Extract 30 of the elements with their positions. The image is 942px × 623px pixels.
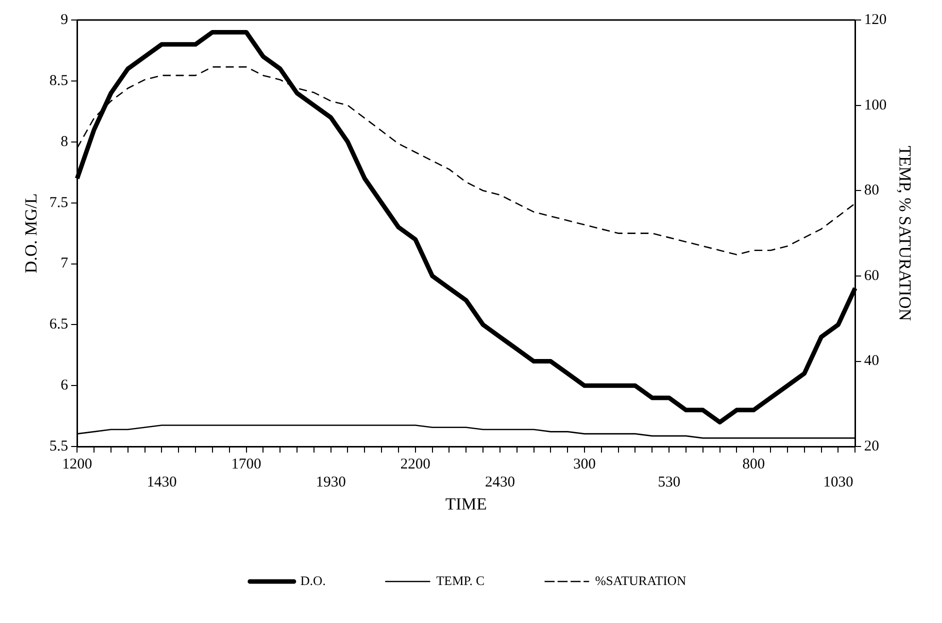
y2-axis-title: TEMP, % SATURATION [895, 146, 914, 321]
y-tick-label: 7 [60, 256, 69, 272]
x-tick-label: 530 [658, 474, 680, 491]
y-tick-label: 5.5 [49, 438, 68, 455]
y-tick-label: 9 [60, 12, 68, 28]
y2-tick-label: 120 [864, 12, 887, 28]
x-tick-label: 300 [573, 456, 596, 473]
x-tick-label: 1200 [62, 456, 92, 473]
x-tick-label: 1700 [231, 456, 262, 473]
x-axis-title: TIME [445, 494, 487, 514]
legend-label: D.O. [300, 572, 326, 588]
x-tick-label: 1430 [146, 474, 177, 491]
y-tick-label: 8.5 [49, 72, 68, 89]
y2-tick-label: 20 [864, 438, 880, 455]
y2-tick-label: 80 [864, 182, 880, 199]
x-tick-label: 2430 [484, 474, 515, 491]
y-tick-label: 6 [60, 378, 69, 394]
x-tick-label: 1030 [823, 474, 854, 491]
y2-tick-label: 60 [864, 268, 880, 284]
y2-tick-label: 40 [864, 353, 880, 370]
x-tick-label: 800 [742, 456, 765, 473]
legend-label: TEMP. C [436, 572, 485, 588]
y-tick-label: 6.5 [49, 316, 68, 333]
x-tick-label: 2200 [400, 456, 430, 473]
y-tick-label: 8 [60, 134, 68, 150]
legend-label: %SATURATION [595, 572, 687, 588]
x-tick-label: 1930 [316, 474, 346, 491]
y-axis-title: D.O. MG/L [22, 193, 41, 274]
y-tick-label: 7.5 [49, 194, 68, 211]
y2-tick-label: 100 [864, 97, 887, 114]
